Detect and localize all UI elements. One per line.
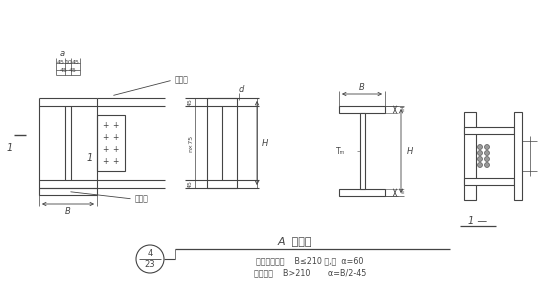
Text: 支承板: 支承板 bbox=[135, 194, 149, 203]
Text: H: H bbox=[262, 139, 268, 148]
Text: n×75: n×75 bbox=[188, 134, 193, 152]
Circle shape bbox=[478, 157, 483, 162]
Text: 当主梁宽    B>210       α=B/2-45: 当主梁宽 B>210 α=B/2-45 bbox=[254, 269, 366, 278]
Text: 45: 45 bbox=[57, 61, 64, 65]
Bar bbox=[97, 115, 125, 171]
Text: 1 —: 1 — bbox=[468, 216, 487, 226]
Text: Tₗ: Tₗ bbox=[399, 107, 404, 113]
Text: d: d bbox=[239, 86, 244, 95]
Circle shape bbox=[478, 145, 483, 150]
Text: +: + bbox=[102, 145, 108, 153]
Text: +: + bbox=[112, 120, 118, 129]
Circle shape bbox=[478, 162, 483, 168]
Text: 23: 23 bbox=[144, 260, 155, 269]
Text: 4: 4 bbox=[147, 249, 153, 258]
Bar bbox=[339, 106, 385, 113]
Text: 1: 1 bbox=[7, 143, 13, 153]
Circle shape bbox=[484, 157, 489, 162]
Bar bbox=[464, 112, 476, 200]
Text: +: + bbox=[112, 157, 118, 166]
Text: 45: 45 bbox=[72, 61, 80, 65]
Text: +: + bbox=[102, 157, 108, 166]
Circle shape bbox=[478, 150, 483, 155]
Text: Tₗ: Tₗ bbox=[399, 189, 404, 196]
Text: 45: 45 bbox=[188, 180, 193, 188]
Text: 10: 10 bbox=[64, 61, 72, 65]
Text: 45: 45 bbox=[188, 98, 193, 106]
Bar bbox=[514, 112, 522, 200]
Text: A  型连接: A 型连接 bbox=[278, 236, 312, 246]
Circle shape bbox=[484, 150, 489, 155]
Text: 1: 1 bbox=[87, 153, 93, 163]
Text: +: + bbox=[102, 132, 108, 141]
Text: a: a bbox=[59, 49, 64, 58]
Bar bbox=[464, 178, 514, 185]
Text: +: + bbox=[102, 120, 108, 129]
Bar bbox=[464, 127, 514, 134]
Bar bbox=[339, 189, 385, 196]
Text: +: + bbox=[112, 145, 118, 153]
Circle shape bbox=[484, 162, 489, 168]
Bar bbox=[360, 113, 365, 189]
Circle shape bbox=[136, 245, 164, 273]
Bar bbox=[39, 188, 97, 195]
Text: B: B bbox=[359, 83, 365, 91]
Bar bbox=[207, 98, 237, 188]
Text: 45: 45 bbox=[68, 68, 76, 72]
Text: H: H bbox=[407, 146, 413, 155]
Text: Tₘ: Tₘ bbox=[336, 146, 346, 155]
Text: 连接板: 连接板 bbox=[175, 75, 189, 84]
Text: 注：当主梁宽    B≤210 时,取  α=60: 注：当主梁宽 B≤210 时,取 α=60 bbox=[256, 256, 363, 265]
Circle shape bbox=[484, 145, 489, 150]
Text: 45: 45 bbox=[59, 68, 67, 72]
Text: B: B bbox=[65, 207, 71, 216]
Text: +: + bbox=[112, 132, 118, 141]
